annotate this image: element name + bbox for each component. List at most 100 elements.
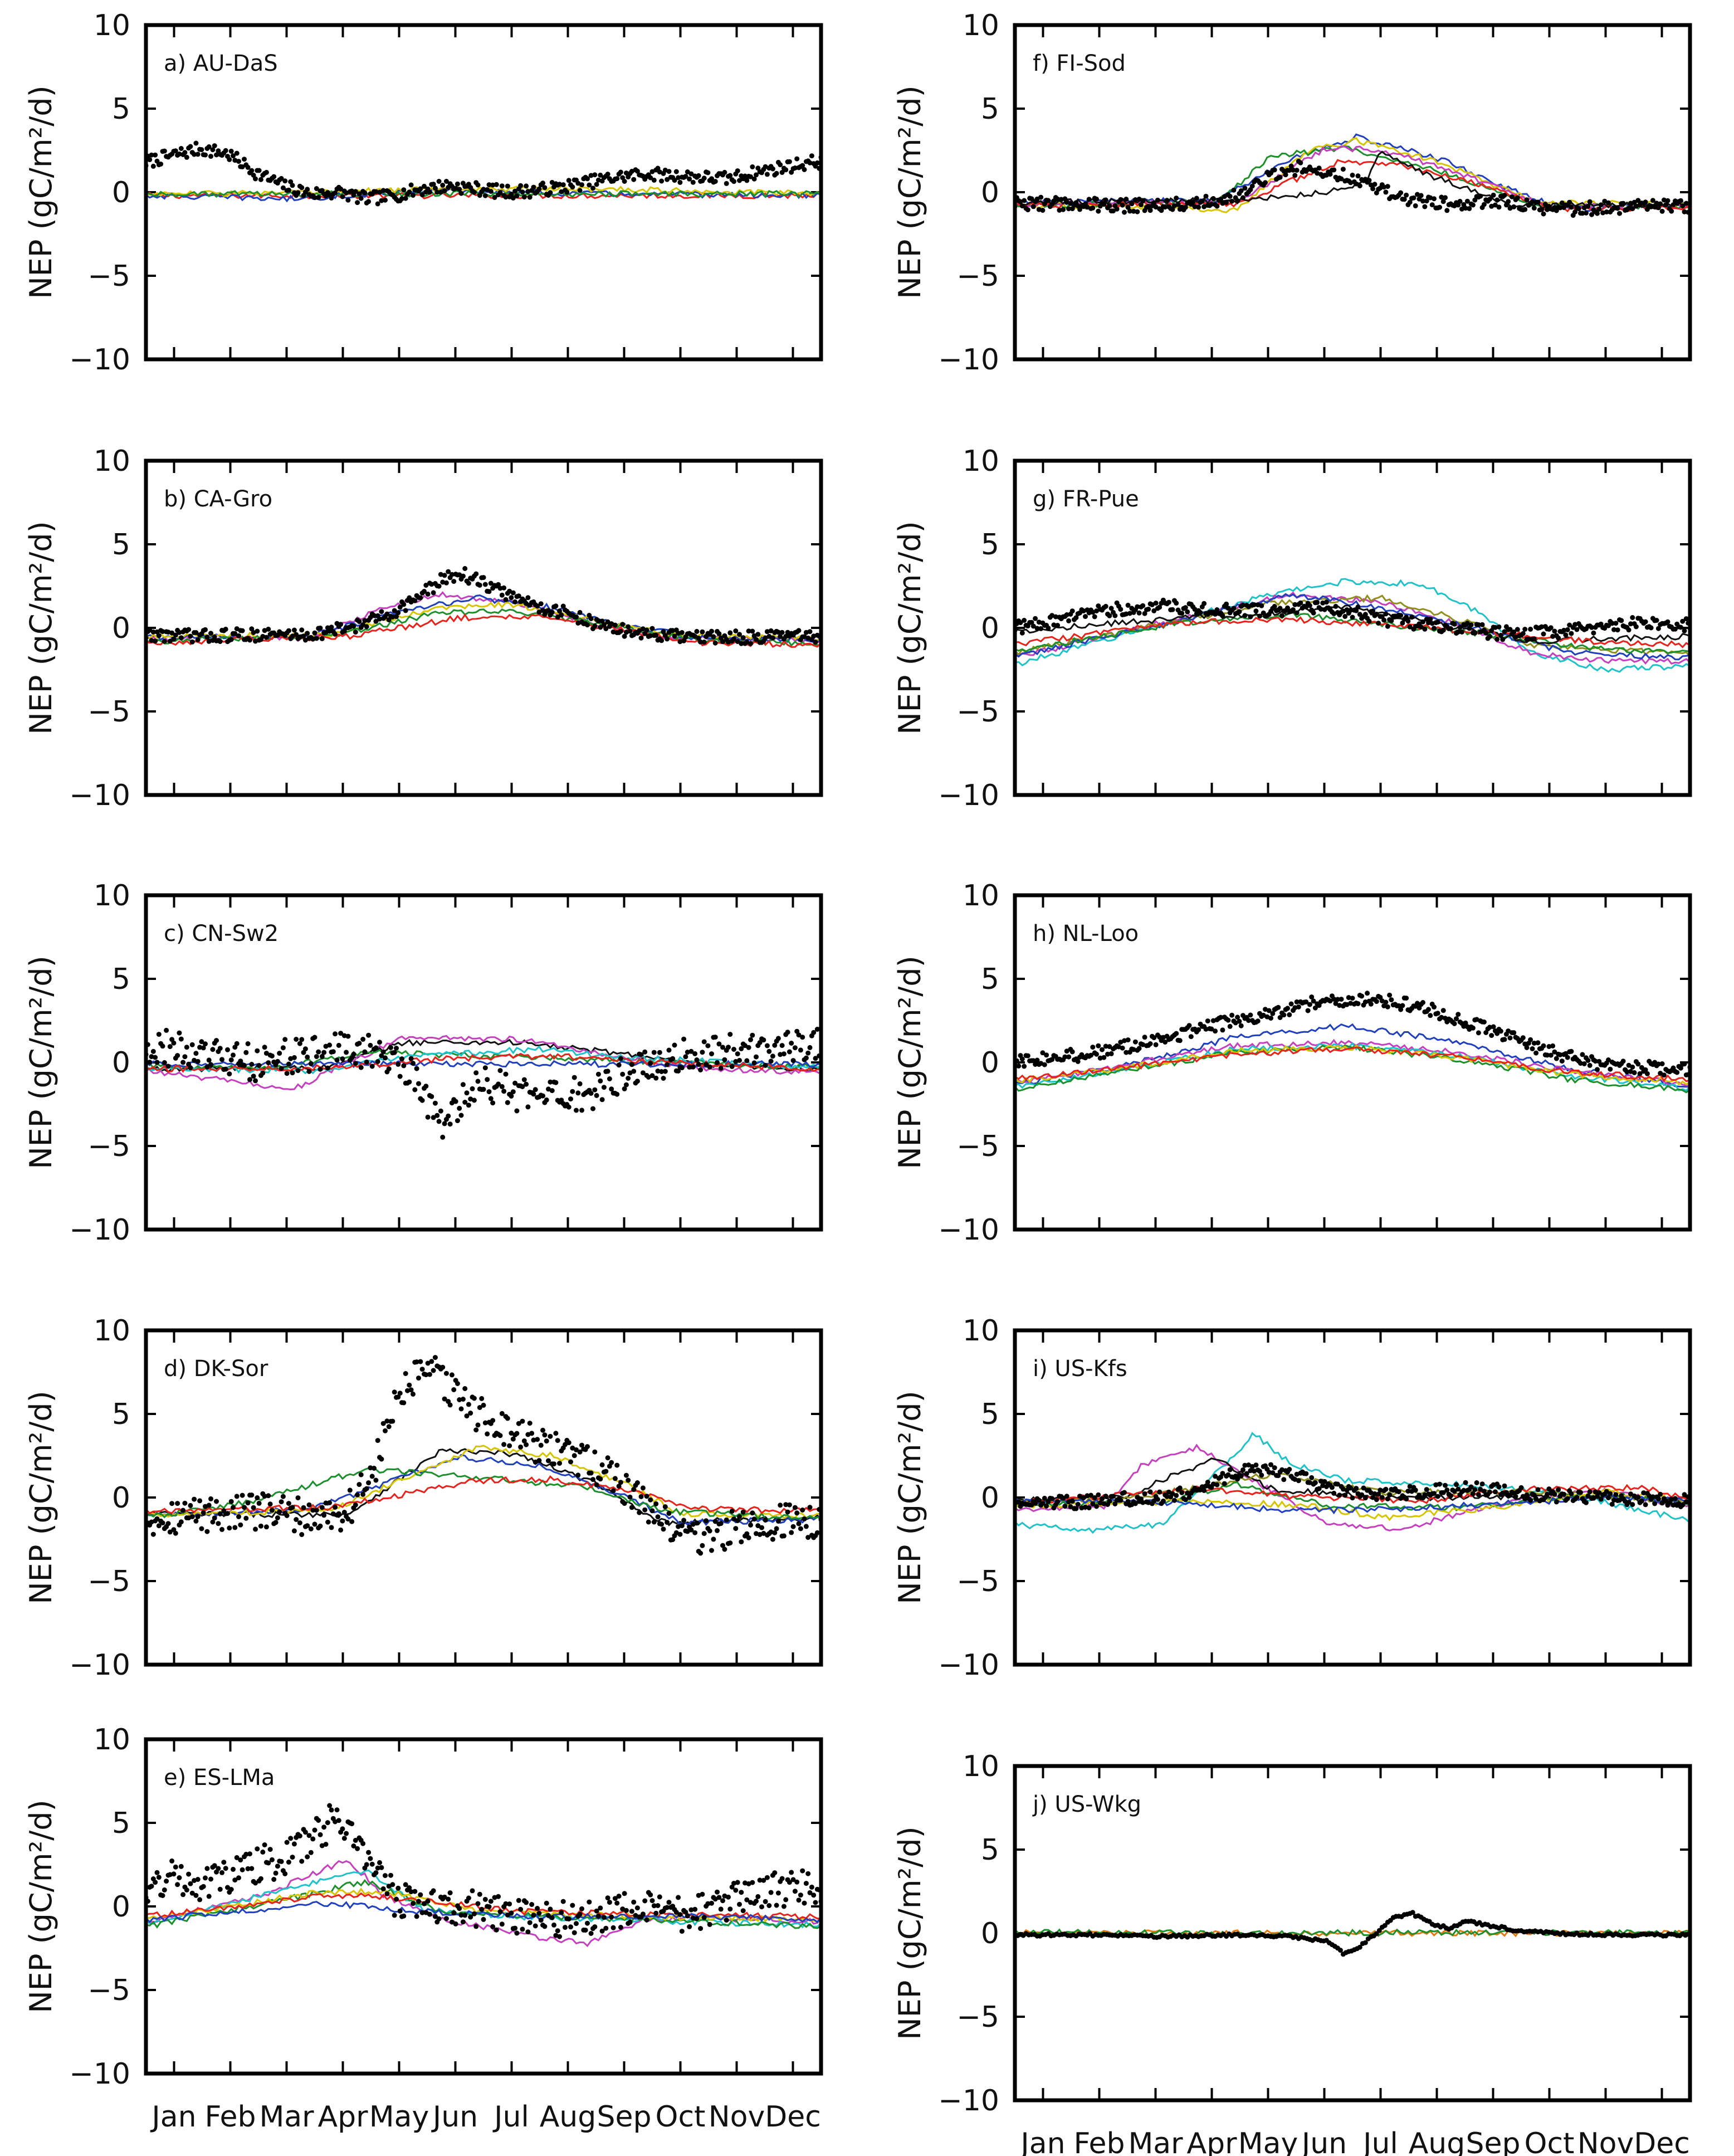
obs-point bbox=[449, 1919, 455, 1925]
obs-point bbox=[676, 1524, 681, 1529]
obs-point bbox=[227, 1071, 232, 1077]
obs-point bbox=[312, 1035, 318, 1040]
obs-point bbox=[1655, 626, 1661, 631]
obs-point bbox=[201, 1510, 206, 1515]
obs-point bbox=[629, 1505, 634, 1510]
obs-point bbox=[616, 1894, 622, 1899]
obs-point bbox=[1554, 1499, 1559, 1505]
obs-point bbox=[1147, 1041, 1153, 1046]
obs-point bbox=[605, 1455, 610, 1461]
obs-point bbox=[536, 1910, 542, 1916]
obs-point bbox=[1372, 1491, 1378, 1496]
obs-point bbox=[1253, 1462, 1259, 1468]
obs-point bbox=[340, 1518, 345, 1524]
obs-point bbox=[524, 183, 529, 189]
obs-point bbox=[366, 1850, 372, 1855]
obs-point bbox=[154, 1870, 160, 1875]
obs-point bbox=[1561, 1491, 1567, 1497]
month-label: Feb bbox=[204, 2100, 256, 2134]
obs-point bbox=[345, 1033, 351, 1039]
obs-point bbox=[1124, 611, 1129, 617]
obs-point bbox=[512, 1080, 518, 1086]
obs-point bbox=[1287, 168, 1292, 173]
obs-point bbox=[356, 619, 362, 625]
obs-point bbox=[735, 1880, 740, 1885]
obs-point bbox=[178, 146, 184, 151]
obs-point bbox=[453, 1921, 458, 1926]
obs-point bbox=[1316, 165, 1322, 171]
obs-point bbox=[457, 187, 462, 192]
obs-point bbox=[147, 157, 153, 163]
obs-point bbox=[499, 1921, 505, 1927]
obs-point bbox=[1491, 1024, 1496, 1030]
obs-point bbox=[1528, 1037, 1533, 1042]
obs-point bbox=[177, 630, 182, 635]
obs-point bbox=[1596, 206, 1602, 212]
obs-point bbox=[238, 1857, 243, 1863]
obs-point bbox=[418, 1359, 423, 1364]
obs-point bbox=[457, 1397, 462, 1402]
obs-point bbox=[772, 1870, 778, 1876]
obs-point bbox=[737, 1901, 742, 1907]
obs-point bbox=[305, 187, 310, 192]
obs-point bbox=[1572, 209, 1578, 214]
y-axis-label: NEP (gC/m²/d) bbox=[892, 1391, 927, 1604]
obs-point bbox=[231, 153, 236, 159]
obs-point bbox=[1531, 1041, 1537, 1046]
obs-point bbox=[751, 1516, 757, 1522]
obs-point bbox=[648, 1061, 653, 1066]
obs-point bbox=[177, 151, 182, 157]
obs-point bbox=[701, 640, 707, 645]
obs-point bbox=[1094, 1504, 1099, 1509]
obs-point bbox=[764, 1875, 770, 1880]
obs-point bbox=[1185, 1490, 1190, 1496]
obs-point bbox=[279, 1859, 284, 1864]
obs-point bbox=[212, 634, 217, 640]
obs-point bbox=[577, 188, 583, 193]
obs-point bbox=[1111, 1494, 1116, 1499]
obs-point bbox=[1455, 1012, 1461, 1017]
obs-point bbox=[1042, 1062, 1047, 1067]
obs-point bbox=[291, 1055, 297, 1060]
obs-point bbox=[360, 1037, 366, 1042]
obs-point bbox=[1528, 1498, 1533, 1503]
obs-point bbox=[1268, 1016, 1273, 1021]
y-tick-label: 0 bbox=[981, 1481, 999, 1515]
obs-point bbox=[1354, 1486, 1359, 1491]
obs-point bbox=[1387, 1492, 1393, 1498]
obs-point bbox=[518, 1444, 524, 1450]
obs-point bbox=[588, 1470, 594, 1476]
y-tick-label: 5 bbox=[981, 963, 999, 996]
obs-point bbox=[1440, 1008, 1446, 1013]
y-axis-label: NEP (gC/m²/d) bbox=[892, 1826, 927, 2040]
obs-point bbox=[1655, 205, 1661, 211]
obs-point bbox=[796, 1521, 802, 1526]
obs-point bbox=[451, 579, 457, 584]
obs-point bbox=[761, 1877, 766, 1883]
obs-point bbox=[1455, 1486, 1461, 1492]
obs-point bbox=[739, 1539, 744, 1545]
obs-point bbox=[803, 1881, 809, 1886]
obs-point bbox=[1040, 1050, 1046, 1056]
obs-point bbox=[631, 177, 637, 182]
obs-point bbox=[455, 181, 460, 187]
obs-point bbox=[1435, 1494, 1440, 1499]
obs-point bbox=[525, 1929, 531, 1935]
obs-point bbox=[1220, 201, 1225, 206]
obs-point bbox=[544, 1438, 549, 1444]
obs-point bbox=[1509, 194, 1515, 199]
y-tick-label: 0 bbox=[981, 1046, 999, 1080]
obs-point bbox=[1539, 207, 1545, 212]
obs-point bbox=[1266, 1470, 1272, 1475]
obs-point bbox=[659, 1521, 665, 1527]
obs-point bbox=[546, 1458, 551, 1464]
obs-point bbox=[1481, 1020, 1487, 1025]
obs-point bbox=[488, 581, 494, 586]
obs-point bbox=[672, 633, 677, 639]
obs-point bbox=[570, 1903, 575, 1908]
obs-point bbox=[1366, 618, 1372, 624]
obs-point bbox=[302, 1830, 308, 1835]
obs-point bbox=[1387, 992, 1393, 998]
obs-point bbox=[1658, 201, 1663, 207]
obs-point bbox=[271, 174, 277, 179]
